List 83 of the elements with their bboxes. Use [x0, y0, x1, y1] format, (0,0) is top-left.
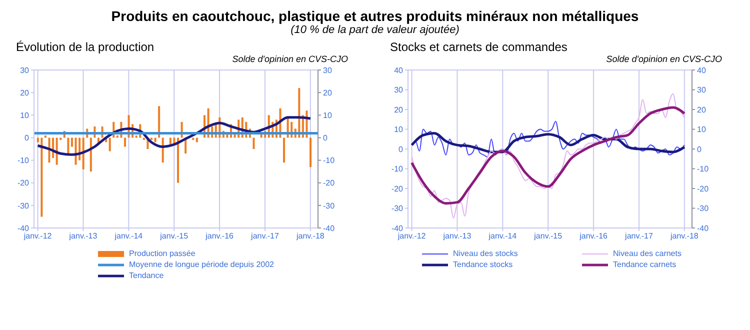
y2-tick-label: -30: [323, 201, 336, 210]
line-series: [36, 116, 312, 156]
bar: [298, 88, 300, 138]
text: (10 % de la part de valeur ajoutée): [290, 24, 460, 36]
bar: [124, 138, 126, 147]
y-tick-label: -20: [391, 184, 404, 194]
x-tick-label: janv.-15: [159, 232, 189, 241]
text: Produits en caoutchouc, plastique et autres produits minéraux non métalliques: [110, 8, 640, 24]
y-tick-label: -40: [391, 224, 404, 233]
y2-tick-label: 10: [323, 110, 332, 120]
bar: [154, 138, 156, 142]
y-tick-label: 10: [394, 125, 404, 134]
legend-label: Tendance carnets: [613, 260, 676, 269]
legend-label: Production passée: [129, 249, 196, 258]
x-tick-label: janv.-12: [396, 232, 426, 241]
y2-tick-label: 0: [323, 134, 328, 143]
x-tick-label: janv.-16: [204, 232, 234, 241]
x-tick-label: janv.-18: [295, 232, 325, 241]
x-tick-label: janv.-18: [669, 232, 699, 241]
y-tick-label: 30: [20, 66, 30, 75]
legend-label: Tendance stocks: [453, 260, 513, 269]
bar: [177, 138, 179, 183]
y2-tick-label: -30: [697, 204, 710, 214]
bar: [67, 138, 70, 154]
y-tick-label: 10: [20, 110, 30, 120]
legend-label: Niveau des stocks: [453, 249, 518, 258]
y-tick-label: 40: [394, 66, 404, 75]
bar: [40, 138, 43, 217]
x-tick-label: janv.-15: [533, 232, 563, 241]
bar: [310, 138, 312, 168]
y-tick-label: -30: [17, 201, 30, 210]
y-tick-label: 20: [20, 88, 30, 98]
line-series: [411, 93, 685, 219]
y2-tick-label: -10: [323, 156, 336, 166]
line-series: [410, 132, 686, 154]
y-tick-label: -10: [391, 164, 404, 174]
chart-subtitle: Solde d'opinion en CVS-CJO: [605, 54, 723, 64]
x-tick-label: janv.-14: [114, 232, 144, 241]
y2-tick-label: -10: [697, 164, 710, 174]
y-tick-label: 30: [394, 86, 404, 95]
y2-tick-label: 0: [697, 144, 702, 154]
bar: [252, 138, 255, 149]
x-tick-label: janv.-13: [68, 232, 98, 241]
y2-tick-label: -40: [697, 224, 710, 233]
y2-tick-label: 30: [697, 86, 706, 95]
x-tick-label: janv.-13: [442, 232, 472, 241]
y2-tick-label: -40: [323, 224, 336, 233]
chart-subtitle: Solde d'opinion en CVS-CJO: [231, 54, 349, 64]
y-tick-label: -20: [17, 178, 30, 188]
y2-tick-label: 20: [323, 88, 332, 98]
y2-tick-label: 10: [697, 125, 706, 134]
x-tick-label: janv.-16: [578, 232, 608, 241]
legend-label: Tendance: [129, 271, 164, 280]
x-tick-label: janv.-17: [250, 232, 280, 241]
y2-tick-label: 30: [323, 66, 332, 75]
y-tick-label: 0: [24, 134, 30, 143]
bar: [196, 138, 198, 142]
bar: [169, 138, 172, 144]
legend-label: Moyenne de longue période depuis 2002: [129, 260, 274, 269]
y2-tick-label: -20: [323, 178, 336, 188]
y2-tick-label: 40: [697, 66, 706, 75]
bar: [158, 106, 160, 138]
x-tick-label: janv.-17: [624, 232, 654, 241]
bar: [283, 138, 286, 163]
x-tick-label: janv.-12: [22, 232, 52, 241]
bar: [90, 138, 92, 172]
y-tick-label: -10: [17, 156, 30, 166]
legend-label: Niveau des carnets: [613, 249, 682, 258]
bar: [56, 138, 58, 165]
bar: [82, 138, 84, 170]
chart-title: Stocks et carnets de commandes: [389, 40, 568, 54]
y2-tick-label: 20: [697, 105, 706, 114]
y-tick-label: -40: [17, 224, 30, 233]
bar: [74, 138, 77, 165]
chart-title: Évolution de la production: [15, 40, 156, 54]
x-tick-label: janv.-14: [488, 232, 518, 241]
y2-tick-label: -20: [697, 184, 710, 194]
bar: [108, 138, 111, 152]
bar: [70, 138, 73, 147]
y-tick-label: 0: [398, 144, 404, 154]
y-tick-label: -30: [391, 204, 404, 214]
y-tick-label: 20: [394, 105, 404, 114]
line-series: [410, 106, 686, 205]
